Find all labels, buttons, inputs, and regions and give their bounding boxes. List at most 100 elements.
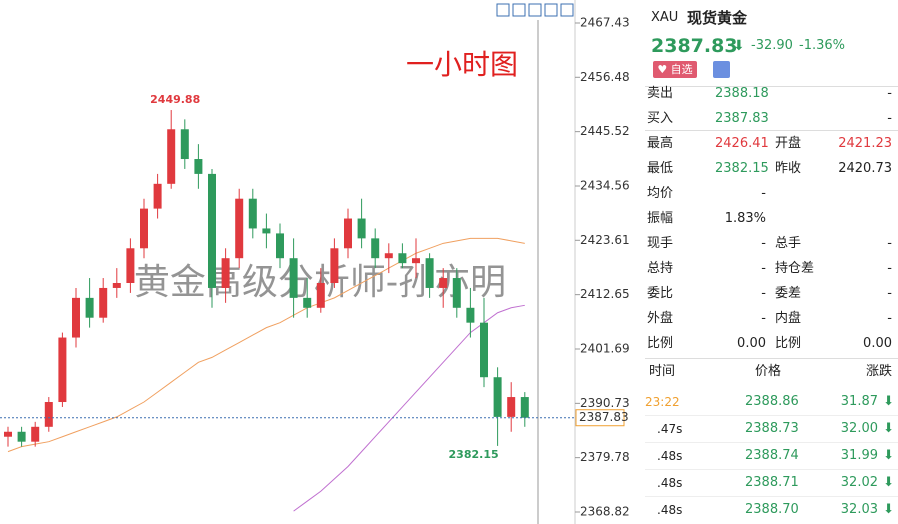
tick-row: .47s 2388.73 32.00 ⬇ (645, 417, 898, 441)
quote-label: 买入 (647, 111, 674, 126)
tool-button[interactable] (544, 3, 558, 17)
candle-body (208, 173, 216, 288)
candle-body (99, 287, 108, 318)
tick-change: 32.00 (840, 421, 878, 436)
tick-change: 32.02 (840, 475, 878, 490)
candle-body (425, 258, 434, 288)
price-row: 2387.83 ⬇ -32.90 -1.36% (645, 34, 898, 58)
quote-row: 卖出 2388.18 - (645, 82, 898, 106)
watchlist-button[interactable]: ♥ 自选 (653, 61, 697, 78)
toolbar[interactable] (496, 3, 574, 17)
instrument-name: 现货黄金 (687, 9, 748, 27)
quote-label: 卖出 (647, 86, 674, 101)
quote-value: 2388.18 (715, 86, 769, 101)
alert-button[interactable] (713, 61, 730, 78)
tick-change: 31.99 (840, 448, 878, 463)
last-price-box (575, 409, 625, 427)
candle-body (126, 248, 135, 283)
quote-value: - (761, 186, 766, 201)
quote-row: 最高 2426.41 开盘 2421.23 (645, 132, 898, 156)
quote-label: 比例 (775, 336, 802, 351)
candle-body (153, 183, 162, 209)
candle-body (140, 208, 148, 249)
chart-title: 一小时图 (406, 48, 518, 81)
quote-value: - (887, 86, 892, 101)
tool-button[interactable] (528, 3, 542, 17)
symbol: XAU (651, 10, 679, 25)
down-arrow: ⬇ (883, 502, 894, 517)
separator (645, 358, 898, 359)
quote-label: 持仓差 (775, 261, 815, 276)
candle-body (452, 278, 461, 308)
tick-row: .48s 2388.71 32.02 ⬇ (645, 471, 898, 495)
candle-body (180, 129, 189, 160)
quote-label: 外盘 (647, 311, 674, 326)
candle-body (262, 228, 271, 234)
price: 2387.83 (651, 35, 738, 57)
tick-price: 2388.86 (745, 394, 799, 409)
quote-label: 内盘 (775, 311, 802, 326)
down-arrow: ⬇ (883, 448, 894, 463)
y-tick-label: 2390.73 (580, 396, 630, 410)
y-tick-label: 2379.78 (580, 450, 630, 464)
quote-row: 买入 2387.83 - (645, 107, 898, 131)
tool-button[interactable] (512, 3, 526, 17)
candle-body (384, 253, 393, 259)
quote-value: 2420.73 (838, 161, 892, 176)
y-tick-label: 2456.48 (580, 70, 630, 84)
candle-body (344, 218, 352, 249)
separator (645, 496, 898, 497)
candle-body (412, 258, 420, 264)
quote-label: 委差 (775, 286, 802, 301)
y-tick-label: 2368.82 (580, 505, 630, 519)
quote-value: 2421.23 (838, 136, 892, 151)
quote-value: - (887, 261, 892, 276)
tick-row: .48s 2388.70 32.03 ⬇ (645, 498, 898, 522)
y-tick-label: 2401.69 (580, 342, 630, 356)
candle-body (357, 218, 366, 239)
tick-price: 2388.71 (745, 475, 799, 490)
quote-row: 外盘 - 内盘 - (645, 307, 898, 331)
candle-body (316, 282, 325, 308)
change: -32.90 (751, 38, 793, 53)
quote-label: 总持 (647, 261, 674, 276)
down-arrow: ⬇ (883, 394, 894, 409)
candle-body (221, 258, 230, 288)
candle-body (194, 159, 203, 174)
candle-body (4, 431, 12, 437)
quote-value: 2382.15 (715, 161, 769, 176)
y-tick-label: 2467.43 (580, 16, 630, 30)
candle-body (167, 129, 176, 184)
tick-row: .48s 2388.74 31.99 ⬇ (645, 444, 898, 468)
column-header: 时间 (649, 364, 676, 379)
candle-body (303, 297, 312, 308)
candle-body (44, 402, 53, 427)
quote-value: - (887, 311, 892, 326)
tick-row: 23:22 2388.86 31.87 ⬇ (645, 390, 898, 414)
candle-body (480, 322, 488, 378)
quote-label: 委比 (647, 286, 674, 301)
separator (645, 442, 898, 443)
plot-area (0, 0, 575, 524)
tool-button[interactable] (496, 3, 510, 17)
quote-value: 0.00 (863, 336, 892, 351)
tick-time: .47s (657, 422, 683, 436)
ticks-header: 时间 价格 涨跌 (645, 360, 898, 384)
tick-time: 23:22 (645, 395, 680, 409)
tool-button[interactable] (560, 3, 574, 17)
quote-row: 比例 0.00 比例 0.00 (645, 332, 898, 356)
quote-value: 0.00 (737, 336, 766, 351)
last-price-label: 2387.83 (579, 410, 629, 424)
candle-body (72, 297, 80, 338)
down-arrow: ⬇ (733, 38, 745, 54)
separator (645, 130, 898, 131)
candle-body (248, 198, 257, 229)
quote-value: - (761, 236, 766, 251)
candle-body (17, 431, 26, 442)
quote-label: 均价 (647, 186, 674, 201)
quote-row: 最低 2382.15 昨收 2420.73 (645, 157, 898, 181)
separator (645, 415, 898, 416)
quote-label: 振幅 (647, 211, 674, 226)
candle-body (276, 233, 284, 259)
